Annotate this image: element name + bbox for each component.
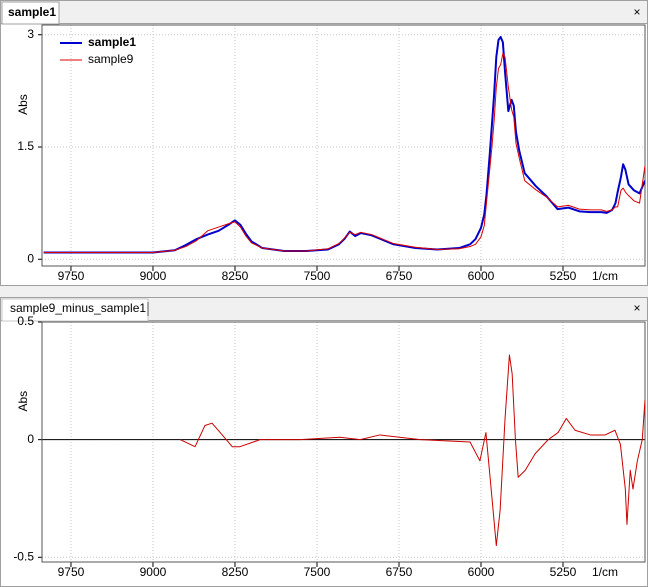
x-tick-label: 9750 xyxy=(58,269,85,283)
x-axis-label: 1/cm xyxy=(592,565,618,579)
close-button[interactable]: × xyxy=(633,301,640,315)
tab-bar xyxy=(0,0,648,24)
x-tick-label: 6750 xyxy=(386,565,413,579)
y-tick-label: 0.5 xyxy=(17,314,34,328)
x-tick-label: 7500 xyxy=(304,565,331,579)
x-tick-label: 6000 xyxy=(468,269,495,283)
y-tick-label: 1.5 xyxy=(17,139,34,153)
x-tick-label: 6000 xyxy=(468,565,495,579)
x-tick-label: 9000 xyxy=(140,269,167,283)
tab-label[interactable]: sample9_minus_sample1 xyxy=(10,301,146,315)
plot-area xyxy=(43,35,645,254)
x-tick-label: 9000 xyxy=(140,565,167,579)
y-tick-label: 0 xyxy=(27,432,34,446)
x-axis-label: 1/cm xyxy=(592,269,618,283)
x-tick-label: 5250 xyxy=(550,565,577,579)
tab-label[interactable]: sample1 xyxy=(8,5,56,19)
x-tick-label: 8250 xyxy=(222,565,249,579)
series-line xyxy=(180,354,645,547)
legend-label: sample9 xyxy=(88,52,134,66)
x-tick-label: 6750 xyxy=(386,269,413,283)
y-tick-label: -0.5 xyxy=(13,549,34,563)
plot-area xyxy=(180,354,645,547)
plot-frame xyxy=(41,24,646,267)
x-tick-label: 9750 xyxy=(58,565,85,579)
tab[interactable] xyxy=(1,1,60,25)
plot-frame xyxy=(41,321,646,563)
panel xyxy=(0,297,648,587)
y-axis-label: Abs xyxy=(16,94,30,115)
y-axis-label: Abs xyxy=(16,391,30,412)
x-tick-label: 5250 xyxy=(550,269,577,283)
y-tick-label: 0 xyxy=(27,251,34,265)
series-line xyxy=(43,35,645,254)
x-tick-label: 8250 xyxy=(222,269,249,283)
legend-label: sample1 xyxy=(88,35,136,49)
series-line xyxy=(43,52,645,254)
y-tick-label: 3 xyxy=(27,27,34,41)
x-tick-label: 7500 xyxy=(304,269,331,283)
panel xyxy=(0,0,648,286)
close-button[interactable]: × xyxy=(633,5,640,19)
